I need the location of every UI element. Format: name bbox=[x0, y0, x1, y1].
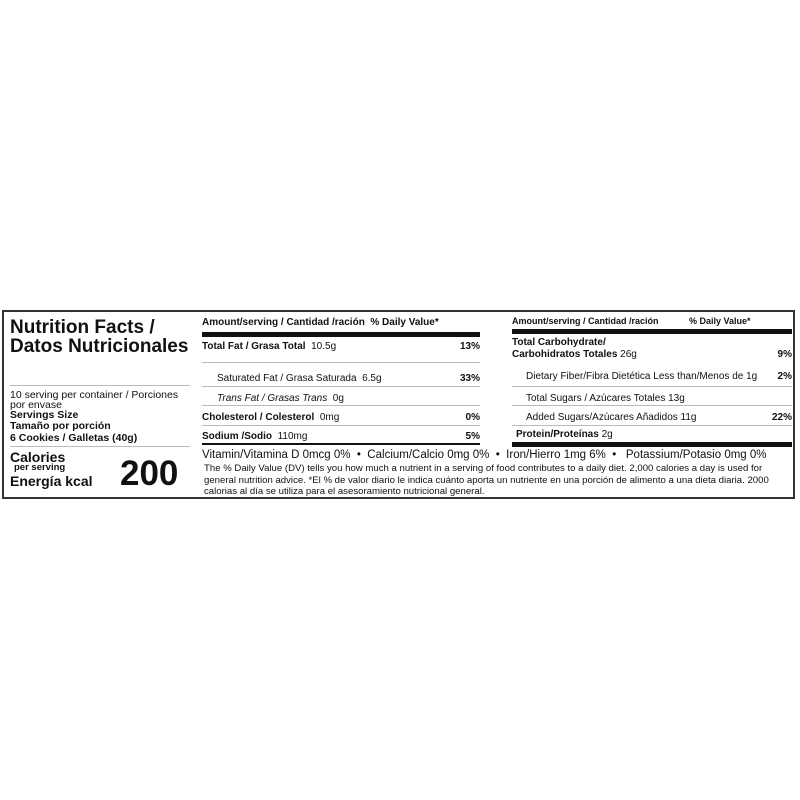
nutrition-label: Nutrition Facts / Datos Nutricionales 10… bbox=[2, 310, 795, 499]
nutrient-fiber: Dietary Fiber/Fibra Dietética Less than/… bbox=[526, 371, 758, 382]
calories-value: 200 bbox=[120, 454, 179, 493]
header-amount: Amount/serving / Cantidad /ración % Dail… bbox=[202, 317, 439, 328]
divider bbox=[10, 385, 190, 386]
servings-per-container: 10 serving per container / Porciones por… bbox=[10, 389, 179, 411]
serving-size-label-es: Tamaño por porción bbox=[10, 420, 111, 432]
divider bbox=[202, 443, 480, 445]
dv-carbohydrate: 9% bbox=[777, 349, 792, 360]
divider bbox=[202, 425, 480, 426]
divider bbox=[202, 386, 480, 387]
divider bbox=[202, 405, 480, 406]
footnote: The % Daily Value (DV) tells you how muc… bbox=[204, 463, 769, 498]
label-title: Nutrition Facts / Datos Nutricionales bbox=[10, 317, 189, 357]
thick-divider bbox=[512, 442, 792, 447]
nutrient-sodium: Sodium /Sodio 110mg bbox=[202, 431, 308, 442]
divider bbox=[512, 386, 792, 387]
thick-divider bbox=[202, 332, 480, 337]
dv-fiber: 2% bbox=[777, 371, 792, 382]
divider bbox=[512, 425, 792, 426]
serving-size-value: 6 Cookies / Galletas (40g) bbox=[10, 432, 138, 444]
right-header-amount: Amount/serving / Cantidad /ración bbox=[512, 316, 659, 326]
dv-sodium: 5% bbox=[465, 431, 480, 442]
nutrient-saturated-fat: Saturated Fat / Grasa Saturada 6.5g bbox=[217, 373, 382, 384]
nutrient-carbohydrate: Carbohidratos Totales 26g bbox=[512, 349, 637, 360]
dv-total-fat: 13% bbox=[459, 341, 480, 352]
nutrient-added-sugars: Added Sugars/Azúcares Añadidos 11g bbox=[526, 412, 697, 423]
nutrient-trans-fat: Trans Fat / Grasas Trans 0g bbox=[217, 393, 344, 404]
dv-cholesterol: 0% bbox=[465, 412, 480, 423]
nutrient-protein: Protein/Proteínas 2g bbox=[516, 429, 613, 440]
nutrient-cholesterol: Cholesterol / Colesterol 0mg bbox=[202, 412, 340, 423]
dv-saturated-fat: 33% bbox=[459, 373, 480, 384]
divider bbox=[202, 362, 480, 363]
right-header-dv: % Daily Value* bbox=[689, 316, 751, 326]
carb-line1: Total Carbohydrate/ bbox=[512, 337, 606, 348]
dv-added-sugars: 22% bbox=[771, 412, 792, 423]
divider bbox=[512, 405, 792, 406]
per-serving-label: per serving bbox=[14, 462, 66, 473]
vitamins-minerals: Vitamin/Vitamina D 0mcg 0% • Calcium/Cal… bbox=[202, 449, 767, 461]
nutrient-total-sugars: Total Sugars / Azúcares Totales 13g bbox=[526, 393, 685, 404]
energy-label: Energía kcal bbox=[10, 473, 93, 489]
serving-size-label: Servings Size bbox=[10, 409, 79, 421]
divider bbox=[10, 446, 190, 447]
calories-label: Calories bbox=[10, 449, 66, 465]
nutrient-total-fat: Total Fat / Grasa Total 10.5g bbox=[202, 341, 337, 352]
thick-divider bbox=[512, 329, 792, 334]
